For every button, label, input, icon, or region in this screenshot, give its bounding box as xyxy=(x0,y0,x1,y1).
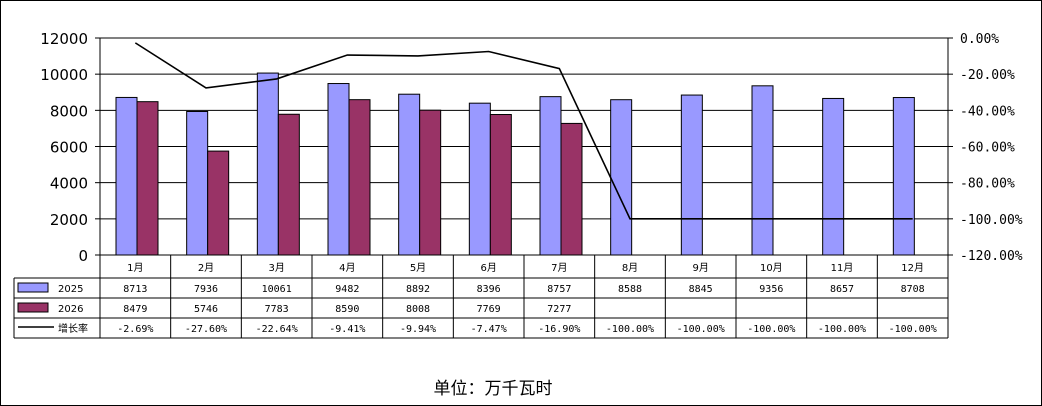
table-cell-2026: 8590 xyxy=(335,304,359,315)
left-tick-label: 12000 xyxy=(40,30,88,48)
bar-2025 xyxy=(468,102,491,256)
category-label: 12月 xyxy=(901,262,924,274)
table-cell-growth: -22.64% xyxy=(256,324,298,335)
right-tick-label: 0.00% xyxy=(960,32,999,47)
data-table: 1月 2月 3月 4月 5月 6月 7月 8月 9月 10月 11月 12月 2025 2026 增长率 87… xyxy=(13,254,949,339)
category-label: 2月 xyxy=(198,262,214,274)
legend-label-2025: 2025 xyxy=(58,284,83,295)
category-label: 1月 xyxy=(127,262,143,274)
category-label: 7月 xyxy=(551,262,567,274)
table-cell-growth: -27.60% xyxy=(185,324,227,335)
category-label: 6月 xyxy=(480,262,496,274)
left-tick-label: 8000 xyxy=(50,102,88,120)
table-cell-2025: 9356 xyxy=(759,284,783,295)
bar-2025 xyxy=(892,97,915,256)
table-cell-growth: -9.94% xyxy=(400,324,436,335)
table-cell-2026: 7277 xyxy=(547,304,571,315)
bar-2026 xyxy=(136,101,159,256)
table-cell-2026: 8479 xyxy=(123,304,147,315)
category-label: 11月 xyxy=(831,262,854,274)
bar-2025 xyxy=(751,85,774,256)
bar-2025 xyxy=(822,97,845,256)
bar-2026 xyxy=(419,109,442,256)
bar-2025 xyxy=(256,72,279,256)
right-tick-label: -100.00% xyxy=(960,213,1023,228)
category-label: 5月 xyxy=(410,262,426,274)
right-tick-label: -120.00% xyxy=(960,249,1023,264)
table-cell-growth: -9.41% xyxy=(329,324,365,335)
bar-2025 xyxy=(327,83,350,256)
table-cell-2025: 8845 xyxy=(689,284,713,295)
right-y-axis-ticks: 0.00% -20.00% -40.00% -60.00% -80.00% -100.00… xyxy=(948,32,1023,264)
legend-label-2026: 2026 xyxy=(58,304,83,315)
table-cell-growth: -16.90% xyxy=(538,324,580,335)
bar-2025 xyxy=(680,94,703,256)
right-tick-label: -80.00% xyxy=(960,177,1015,192)
bar-2025 xyxy=(539,96,562,256)
bar-series xyxy=(115,72,915,256)
category-label: 4月 xyxy=(339,262,355,274)
growth-line-series xyxy=(134,42,913,220)
table-cell-2025: 9482 xyxy=(335,284,359,295)
table-cell-2025: 8588 xyxy=(618,284,642,295)
left-tick-label: 4000 xyxy=(50,175,88,193)
table-cell-2025: 8396 xyxy=(477,284,501,295)
left-tick-label: 2000 xyxy=(50,211,88,229)
right-tick-label: -20.00% xyxy=(960,68,1015,83)
category-label: 9月 xyxy=(692,262,708,274)
table-cell-2025: 8713 xyxy=(123,284,147,295)
table-cell-2025: 8757 xyxy=(547,284,571,295)
bar-2025 xyxy=(115,96,138,256)
left-tick-label: 10000 xyxy=(40,66,88,84)
table-cell-2026: 8008 xyxy=(406,304,430,315)
category-label: 3月 xyxy=(268,262,284,274)
right-tick-label: -40.00% xyxy=(960,104,1015,119)
table-cell-growth: -100.00% xyxy=(677,324,725,335)
table-cell-2026: 5746 xyxy=(194,304,218,315)
growth-rate-line xyxy=(134,42,913,220)
legend-swatch-2026 xyxy=(17,302,49,313)
table-cell-2026: 7783 xyxy=(265,304,289,315)
bar-2026 xyxy=(489,114,512,256)
legend-swatch-2025 xyxy=(17,282,49,293)
table-cell-growth: -100.00% xyxy=(606,324,654,335)
bar-2025 xyxy=(398,93,421,256)
table-cell-growth: -100.00% xyxy=(889,324,937,335)
bar-2026 xyxy=(348,99,371,256)
bar-2025 xyxy=(610,99,633,256)
left-tick-label: 6000 xyxy=(50,139,88,157)
table-cell-growth: -7.47% xyxy=(471,324,507,335)
left-y-axis-ticks: 0 2000 4000 6000 8000 10000 12000 xyxy=(40,30,100,265)
category-label: 10月 xyxy=(760,262,783,274)
legend-label-growth: 增长率 xyxy=(58,322,88,335)
right-tick-label: -60.00% xyxy=(960,141,1015,156)
bar-2026 xyxy=(560,122,583,256)
table-cell-growth: -2.69% xyxy=(117,324,153,335)
table-cell-2025: 8708 xyxy=(901,284,925,295)
unit-label: 单位：万千瓦时 xyxy=(434,379,553,399)
category-label: 8月 xyxy=(622,262,638,274)
left-tick-label: 0 xyxy=(78,247,88,265)
table-cell-2026: 7769 xyxy=(477,304,501,315)
table-cell-2025: 7936 xyxy=(194,284,218,295)
bar-2026 xyxy=(207,150,230,256)
bar-2026 xyxy=(277,113,300,256)
table-cell-2025: 10061 xyxy=(262,284,292,295)
table-cell-2025: 8892 xyxy=(406,284,430,295)
table-cell-growth: -100.00% xyxy=(747,324,795,335)
bar-2025 xyxy=(186,110,209,256)
table-cell-2025: 8657 xyxy=(830,284,854,295)
table-cell-growth: -100.00% xyxy=(818,324,866,335)
